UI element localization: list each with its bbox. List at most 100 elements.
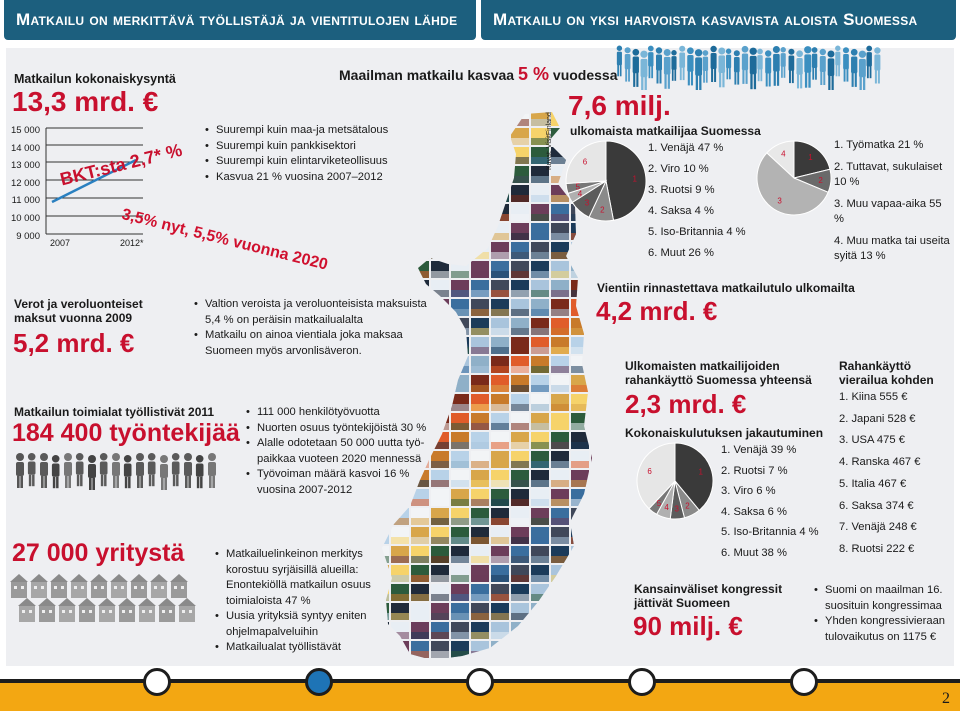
visitors-subtitle: ulkomaista matkailijaa Suomessa (570, 124, 761, 138)
photo-tile (411, 299, 429, 316)
timeline-station[interactable] (790, 668, 818, 696)
photo-tile-detail (451, 594, 469, 601)
photo-tile (431, 128, 449, 145)
photo-tile (411, 128, 429, 145)
photo-tile-detail (431, 651, 449, 658)
photo-tile (411, 166, 429, 183)
timeline-station[interactable] (466, 668, 494, 696)
photo-tile-detail (531, 347, 549, 354)
photo-tile-detail (391, 632, 409, 639)
photo-tile-detail (591, 366, 592, 373)
y-tick: 15 000 (10, 125, 40, 136)
photo-tile (382, 242, 389, 259)
photo-tile (411, 223, 429, 240)
purpose-item: 1. Työmatka 21 % (834, 139, 924, 151)
photo-tile-detail (382, 233, 389, 240)
photo-tile-detail (511, 632, 529, 639)
photo-tile-detail (571, 233, 589, 240)
photo-tile-detail (391, 613, 409, 620)
photo-tile-detail (391, 575, 409, 582)
photo-tile (411, 112, 429, 126)
photo-tile (511, 641, 529, 658)
photo-tile (451, 223, 469, 240)
photo-tile-detail (411, 328, 429, 335)
photo-tile (382, 432, 389, 449)
photo-tile-detail (382, 176, 389, 183)
y-tick: 14 000 (10, 142, 40, 154)
photo-tile-detail (391, 518, 409, 525)
gdp-trend-line (51, 158, 137, 204)
photo-tile-detail (451, 252, 469, 259)
pie-slice-label: 6 (647, 467, 652, 476)
spending-value: 2,3 mrd. € (625, 389, 747, 419)
photo-tile (411, 242, 429, 259)
photo-tile-detail (491, 499, 509, 506)
x-tick: 2007 (50, 238, 71, 248)
photo-tile (591, 546, 592, 563)
photo-tile-detail (531, 442, 549, 449)
photo-tile-detail (382, 404, 389, 411)
person-icon (842, 47, 850, 82)
photo-tile-detail (471, 233, 489, 240)
photo-tile-detail (382, 556, 389, 563)
timeline-station-active[interactable] (305, 668, 333, 696)
perday-item: 1. Kiina 555 € (839, 391, 908, 403)
photo-tile-detail (491, 176, 509, 183)
photo-tile-detail (471, 214, 489, 221)
export-value: 4,2 mrd. € (596, 296, 718, 326)
photo-tile-detail (382, 518, 389, 525)
bullet: Suurempi kuin pankkisektori (205, 139, 416, 155)
photo-tile (391, 375, 409, 392)
bullet: Yhden kongressivieraan tulovaikutus on 1… (814, 614, 960, 645)
photo-tile (382, 489, 389, 506)
gdp-bullets: Suurempi kuin maa-ja metsätalous Suuremp… (204, 123, 416, 185)
employment-title: Matkailun toimialat työllistivät 2011 (14, 405, 215, 419)
photo-tile-detail (551, 594, 569, 601)
photo-tile-detail (511, 480, 529, 487)
photo-tile-detail (531, 613, 549, 620)
person-icon (702, 50, 709, 83)
photo-tile (382, 280, 389, 297)
photo-tile-detail (551, 442, 569, 449)
person-icon (27, 452, 36, 487)
photo-tile-detail (471, 195, 489, 202)
photo-tile-detail (491, 537, 509, 544)
photo-tile (571, 546, 589, 563)
photo-tile-detail (382, 347, 389, 354)
photo-tile (471, 166, 489, 183)
house-icon (110, 574, 128, 598)
photo-tile (591, 242, 592, 259)
bullet: Suurempi kuin elintarviketeollisuus (205, 154, 416, 170)
house-icon (130, 574, 148, 598)
person-icon (123, 454, 132, 489)
photo-tile (411, 451, 429, 468)
photo-tile-detail (531, 499, 549, 506)
photo-tile (411, 318, 429, 335)
photo-tile-detail (511, 518, 529, 525)
photo-tile-detail (382, 195, 389, 202)
person-icon (687, 47, 694, 86)
photo-tile-detail (451, 119, 469, 126)
photo-tile-detail (431, 385, 449, 392)
photo-tile (411, 394, 429, 411)
photo-tile-detail (471, 252, 489, 259)
origin-item: 5. Iso-Britannia 4 % (648, 226, 746, 238)
gdp-chart (45, 127, 143, 235)
timeline-station[interactable] (143, 668, 171, 696)
photo-tile-detail (531, 594, 549, 601)
photo-tile-detail (491, 385, 509, 392)
photo-tile-detail (451, 423, 469, 430)
person-icon (75, 452, 84, 487)
photo-tile-detail (571, 347, 589, 354)
photo-tile-detail (511, 556, 529, 563)
photo-tile-detail (382, 613, 389, 620)
photo-tile-detail (411, 575, 429, 582)
photo-tile-detail (491, 157, 509, 164)
timeline-station[interactable] (628, 668, 656, 696)
photo-tile (391, 166, 409, 183)
spending-title: Ulkomaisten matkailijoiden rahankäyttö S… (625, 359, 812, 387)
taxes-bullets: Valtion veroista ja veroluonteisista mak… (193, 297, 435, 359)
person-icon (171, 452, 180, 487)
photo-tile-detail (431, 461, 449, 468)
photo-tile-detail (591, 480, 592, 487)
